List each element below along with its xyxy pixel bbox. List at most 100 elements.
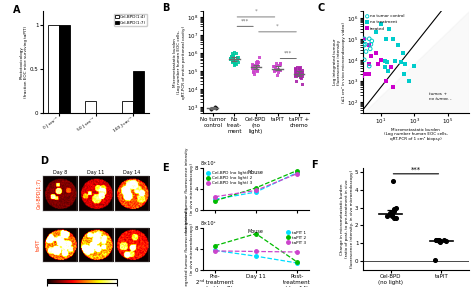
Point <box>230 54 237 59</box>
treated <box>389 85 396 90</box>
Point <box>388 212 396 217</box>
no treatment <box>397 59 405 64</box>
Point <box>298 70 306 75</box>
treated <box>354 60 361 65</box>
Text: *: * <box>276 24 279 29</box>
no treatment <box>389 36 396 41</box>
no treatment <box>385 26 392 31</box>
treated <box>387 64 395 69</box>
Point <box>234 60 242 64</box>
Point <box>272 64 279 69</box>
Text: C: C <box>318 3 325 13</box>
Point <box>293 72 301 77</box>
no treatment <box>400 71 408 76</box>
Point <box>392 216 400 220</box>
no tumor control <box>360 36 368 41</box>
Point <box>295 66 303 71</box>
treated <box>382 79 390 83</box>
Text: Mouse: Mouse <box>247 229 263 234</box>
Point <box>296 70 304 74</box>
treated <box>377 57 385 62</box>
Point <box>435 238 442 243</box>
no tumor control <box>360 57 368 62</box>
Text: E: E <box>162 164 169 173</box>
Point <box>228 55 235 59</box>
Point <box>298 76 305 81</box>
Point <box>297 71 305 76</box>
Point <box>390 179 397 183</box>
Point <box>229 58 237 63</box>
Point <box>251 65 258 69</box>
Legend: taPIT 1, taPIT 2, taPIT 3: taPIT 1, taPIT 2, taPIT 3 <box>285 230 307 245</box>
no tumor control <box>362 49 370 54</box>
no treatment <box>401 62 409 66</box>
Text: ***: *** <box>411 167 421 173</box>
Point <box>271 64 278 69</box>
Point <box>233 57 241 62</box>
Point <box>390 216 398 220</box>
Point <box>228 57 236 61</box>
Point <box>230 53 237 58</box>
Text: F: F <box>311 160 318 170</box>
no treatment <box>381 59 389 63</box>
Point <box>436 240 444 245</box>
Text: *: * <box>255 9 257 14</box>
Line: taPIT 3: taPIT 3 <box>213 249 299 254</box>
Text: D: D <box>40 156 48 166</box>
Point <box>431 258 439 262</box>
Point <box>253 60 260 65</box>
Point <box>271 69 279 73</box>
Point <box>383 214 391 219</box>
Line: taPIT 2: taPIT 2 <box>213 232 299 264</box>
Point <box>297 65 305 70</box>
Y-axis label: taPIT: taPIT <box>36 239 41 251</box>
Point <box>275 71 283 75</box>
no treatment <box>383 60 391 64</box>
Point <box>298 82 306 87</box>
Point <box>234 58 242 63</box>
treated <box>374 61 382 66</box>
Point <box>256 55 264 60</box>
no tumor control <box>368 39 375 43</box>
Point <box>275 67 283 72</box>
Point <box>392 205 400 210</box>
no treatment <box>382 65 389 70</box>
Point <box>292 74 300 78</box>
Point <box>296 69 303 73</box>
Line: taPIT 1: taPIT 1 <box>213 249 299 265</box>
Point <box>231 63 238 67</box>
Cel-BPD (no light) 1 <box>212 198 218 201</box>
Cel-BPD (no light) 1 <box>253 190 259 194</box>
Point <box>298 68 306 73</box>
taPIT 2 <box>253 232 259 235</box>
Text: ***: *** <box>241 18 249 23</box>
treated <box>365 43 373 47</box>
Point <box>253 65 260 70</box>
Bar <box>133 71 145 113</box>
Legend: no tumor control, no treatment, treated: no tumor control, no treatment, treated <box>365 13 405 31</box>
Point <box>208 107 215 111</box>
Point <box>254 68 261 73</box>
Point <box>270 64 278 69</box>
Title: Day 11: Day 11 <box>87 170 105 175</box>
Point <box>442 239 449 244</box>
Point <box>231 51 238 55</box>
no treatment <box>399 51 406 56</box>
Point <box>227 56 235 61</box>
no tumor control <box>367 42 374 46</box>
Point <box>212 106 220 110</box>
Point <box>228 58 236 63</box>
treated <box>360 36 368 41</box>
Point <box>234 55 242 60</box>
Cel-BPD (no light) 3 <box>294 172 300 175</box>
no tumor control <box>360 43 368 47</box>
Text: A: A <box>13 5 20 15</box>
no tumor control <box>365 64 373 68</box>
no treatment <box>384 69 392 73</box>
treated <box>372 51 380 56</box>
Point <box>273 67 280 72</box>
Y-axis label: Micrometastatic burden
(Log number human EOC cells,
qRT-PCR of entire peritoneal: Micrometastatic burden (Log number human… <box>173 26 186 99</box>
Point <box>292 66 299 71</box>
Point <box>271 69 279 74</box>
Point <box>296 73 304 77</box>
